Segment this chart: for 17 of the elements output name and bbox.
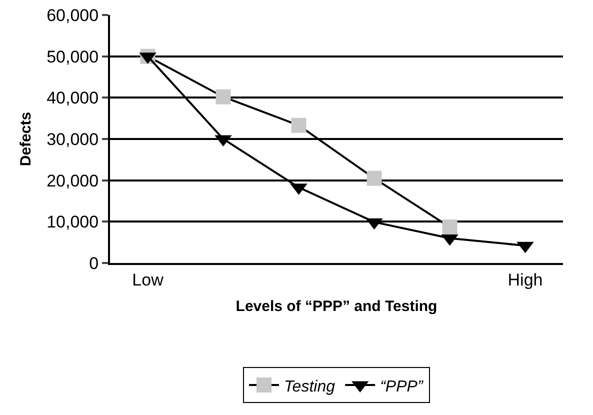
- y-tick-label: 20,000: [46, 171, 99, 190]
- y-axis-title: Defects: [17, 112, 34, 166]
- y-tick-label: 60,000: [46, 6, 99, 25]
- point: [291, 118, 306, 133]
- legend-label: “PPP”: [380, 378, 424, 396]
- y-tick-label: 40,000: [46, 88, 99, 108]
- y-tick-label: 30,000: [46, 130, 99, 149]
- x-axis-title: Levels of “PPP” and Testing: [236, 298, 438, 315]
- point: [366, 170, 382, 186]
- point: [216, 89, 231, 104]
- x-tick-label: High: [508, 270, 543, 290]
- y-tick-label: 0: [89, 254, 99, 273]
- legend-label: Testing: [284, 378, 336, 396]
- y-tick-label: 10,000: [46, 212, 99, 232]
- x-tick-label: Low: [132, 270, 164, 290]
- point: [442, 220, 458, 235]
- y-tick-label: 50,000: [46, 47, 99, 66]
